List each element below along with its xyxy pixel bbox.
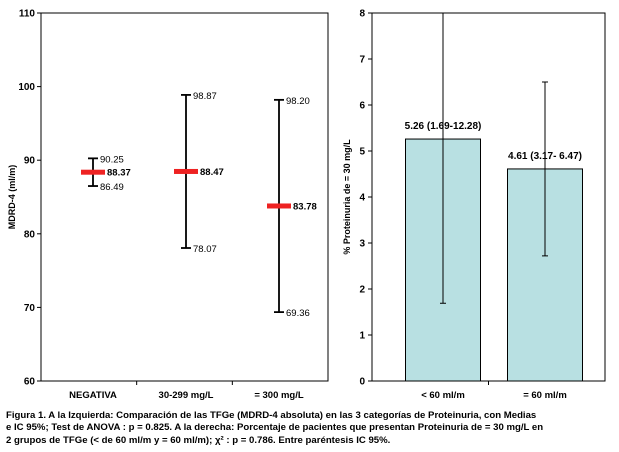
upper-ci-label: 98.20 [286, 96, 310, 107]
y-tick-label: 100 [18, 82, 35, 93]
lower-ci-label: 78.07 [193, 244, 217, 255]
y-axis-label: MDRD-4 (ml/m) [7, 165, 17, 230]
mean-marker [81, 169, 105, 175]
y-tick-label: 6 [359, 101, 365, 112]
y-tick-label: 70 [24, 303, 36, 314]
y-tick-label: 7 [359, 55, 365, 66]
y-tick-label: 3 [359, 239, 365, 250]
mean-label: 83.78 [293, 201, 317, 212]
y-tick-label: 1 [359, 331, 365, 342]
y-tick-label: 90 [24, 156, 36, 167]
left-chart: 60 70 80 90 100 110 MDRD-4 (ml/m) NEGATIVA 90.25… [7, 9, 329, 401]
y-tick-label: 2 [359, 285, 365, 296]
y-tick-label: 4 [359, 193, 365, 204]
x-tick-label: = 300 mg/L [254, 390, 304, 401]
lower-ci-label: 86.49 [100, 182, 124, 193]
y-tick-label: 5 [359, 147, 365, 158]
caption-line-2: e IC 95%; Test de ANOVA : p = 0.825. A l… [6, 422, 544, 434]
y-tick-label: 8 [359, 9, 365, 20]
x-tick-label: NEGATIVA [69, 390, 117, 401]
bar-value-label: 5.26 (1.69-12.28) [405, 121, 482, 132]
x-tick-label: 30-299 mg/L [159, 390, 214, 401]
bar-value-label: 4.61 (3.17- 6.47) [508, 151, 582, 162]
mean-marker [174, 168, 198, 174]
caption-line-3: 2 grupos de TFGe (< de 60 ml/m y = 60 ml… [6, 434, 391, 446]
upper-ci-label: 98.87 [193, 91, 217, 102]
mean-label: 88.47 [200, 167, 224, 178]
caption-line-1: Figura 1. A la Izquierda: Comparación de… [6, 410, 537, 421]
y-tick-label: 110 [19, 9, 36, 20]
x-tick-label: < 60 ml/m [421, 390, 465, 401]
right-chart: 0 1 2 3 4 5 6 7 8 % Proteinuria de = 30 mg/L 5.26 … [342, 9, 606, 401]
upper-ci-label: 90.25 [100, 154, 124, 165]
y-axis-label: % Proteinuria de = 30 mg/L [342, 139, 352, 255]
mean-marker [267, 203, 291, 209]
y-tick-label: 60 [24, 377, 36, 388]
y-tick-label: 80 [24, 229, 36, 240]
y-tick-label: 0 [359, 377, 365, 388]
mean-label: 88.37 [107, 168, 131, 179]
figure-caption: Figura 1. A la Izquierda: Comparación de… [6, 410, 612, 447]
plot-area-frame [40, 12, 329, 382]
lower-ci-label: 69.36 [286, 308, 310, 319]
x-tick-label: = 60 ml/m [523, 390, 567, 401]
